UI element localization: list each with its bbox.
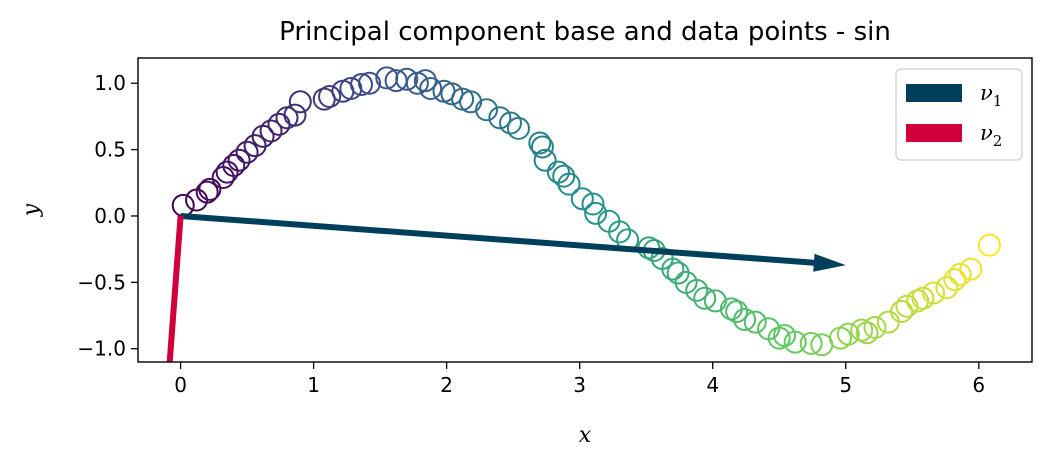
legend-label-v2-subscript: 2 — [993, 132, 1003, 150]
data-point — [581, 192, 605, 216]
legend-swatch-v2 — [906, 124, 962, 142]
axes-frame — [137, 57, 1033, 363]
data-point — [235, 140, 259, 164]
y-tick-label: 0.5 — [94, 138, 126, 162]
data-point — [977, 233, 1001, 257]
data-point — [395, 67, 419, 91]
principal-vector-v2 — [166, 215, 184, 362]
x-tick-label: 0 — [174, 373, 187, 397]
data-point — [661, 257, 685, 281]
y-axis-label: y — [19, 203, 44, 217]
data-point — [357, 71, 381, 95]
plot-area — [137, 57, 1033, 363]
data-point — [211, 165, 235, 189]
data-point — [743, 310, 767, 334]
legend-label-v2: ν2 — [980, 121, 1002, 150]
data-point — [283, 103, 307, 127]
data-point — [948, 262, 972, 286]
legend-label-v2-symbol: ν — [980, 121, 993, 145]
legend-label-v1-subscript: 1 — [993, 92, 1003, 110]
data-point — [171, 193, 195, 217]
principal-vector-v1 — [180, 213, 846, 272]
data-point — [783, 330, 807, 354]
data-point — [693, 286, 717, 310]
legend-label-v1: ν1 — [980, 81, 1002, 110]
x-tick-label: 1 — [307, 373, 320, 397]
data-point — [570, 187, 594, 211]
y-tick-label: −0.5 — [77, 270, 126, 294]
data-point — [850, 318, 874, 342]
data-point — [767, 326, 791, 350]
data-point — [666, 261, 690, 285]
data-point — [506, 116, 530, 140]
principal-vectors — [166, 213, 846, 362]
data-point — [935, 276, 959, 300]
data-point — [959, 257, 983, 281]
x-tick-label: 3 — [573, 373, 586, 397]
legend-label-v1-symbol: ν — [980, 81, 993, 105]
data-point — [685, 278, 709, 302]
data-point — [259, 119, 283, 143]
data-point — [227, 148, 251, 172]
chart-title: Principal component base and data points… — [279, 17, 891, 47]
data-point — [943, 268, 967, 292]
x-tick-label: 6 — [972, 373, 985, 397]
x-tick-label: 2 — [440, 373, 453, 397]
y-tick-label: 1.0 — [94, 71, 126, 95]
data-point — [546, 160, 570, 184]
data-point — [863, 315, 887, 339]
data-point — [725, 300, 749, 324]
data-point — [911, 286, 935, 310]
data-point — [488, 106, 512, 130]
data-point — [350, 73, 373, 97]
data-point — [222, 154, 246, 178]
legend: ν1 ν2 — [895, 68, 1023, 161]
data-point — [419, 77, 443, 101]
legend-box — [895, 68, 1023, 161]
data-point — [608, 220, 632, 244]
scatter-points — [171, 66, 1001, 357]
x-axis-label: x — [579, 423, 592, 448]
data-point — [584, 201, 608, 225]
axis-ticks: 0 1 2 3 4 5 6 −1.0 −0.5 0.0 0.5 1.0 — [77, 71, 985, 397]
data-point — [475, 98, 499, 122]
data-point — [195, 180, 219, 204]
data-point — [215, 160, 239, 184]
data-point — [288, 90, 312, 114]
x-tick-label: 5 — [839, 373, 852, 397]
data-point — [836, 322, 860, 346]
x-tick-label: 4 — [706, 373, 719, 397]
data-point — [318, 84, 342, 108]
data-point — [413, 69, 437, 93]
data-point — [733, 308, 757, 332]
data-point — [557, 172, 581, 196]
data-point — [528, 131, 552, 155]
data-point — [533, 148, 557, 172]
data-point — [922, 281, 946, 305]
data-point — [198, 177, 222, 201]
data-point — [799, 331, 823, 355]
legend-swatch-v1 — [906, 84, 962, 102]
data-point — [459, 90, 483, 114]
data-point — [890, 300, 914, 324]
y-tick-label: −1.0 — [77, 337, 126, 361]
y-tick-label: 0.0 — [94, 204, 126, 228]
data-point — [552, 164, 576, 188]
data-point — [530, 135, 554, 159]
data-point — [876, 310, 900, 334]
